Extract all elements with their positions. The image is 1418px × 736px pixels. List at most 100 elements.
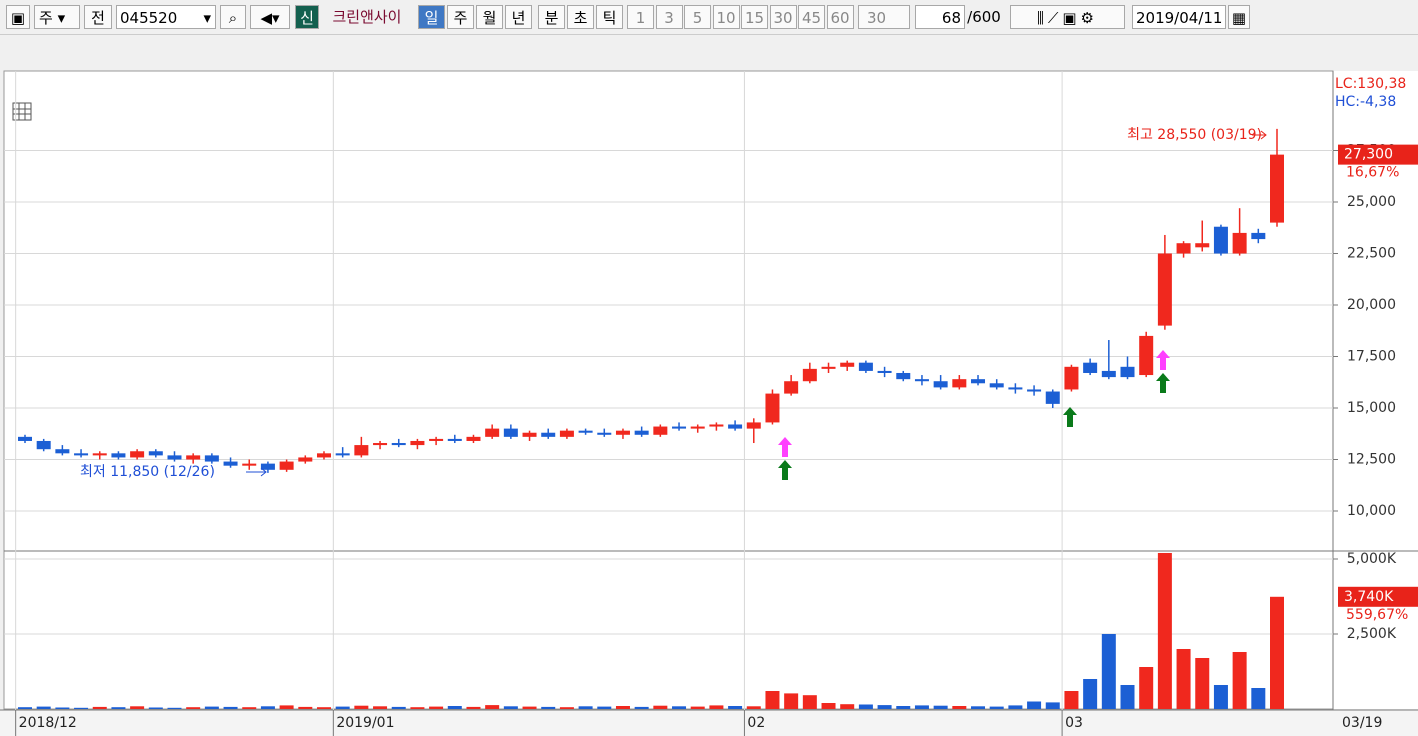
minute-button[interactable]: 5	[684, 5, 711, 29]
volume-bar	[1027, 701, 1042, 709]
volume-bar	[204, 706, 219, 709]
candle-body	[802, 368, 817, 382]
interval-select[interactable]: 30	[858, 5, 910, 29]
volume-bar	[971, 706, 986, 709]
low-arrow	[246, 467, 267, 477]
minute-button[interactable]: 10	[712, 5, 740, 29]
date-input[interactable]: 2019/04/11	[1132, 5, 1226, 29]
count-input[interactable]: 68	[915, 5, 965, 29]
minute-button[interactable]: 1	[627, 5, 654, 29]
period-button[interactable]: 일	[418, 5, 445, 29]
pink-arrow	[1156, 350, 1170, 370]
volume-bar	[578, 706, 593, 709]
candle-body	[130, 451, 145, 458]
table-icon[interactable]	[12, 102, 32, 121]
period-button[interactable]: 틱	[596, 5, 623, 29]
candle-body	[503, 428, 518, 437]
minute-button[interactable]: 45	[798, 5, 825, 29]
minute-button[interactable]: 60	[826, 5, 854, 29]
lc-label: LC:130,38	[1335, 76, 1406, 92]
volume-bar	[485, 705, 500, 709]
candle-body	[298, 457, 313, 462]
market-select[interactable]: 주 ▾	[34, 5, 80, 29]
y-tick-label: 17,500	[1347, 349, 1396, 365]
candle-body	[1101, 370, 1116, 378]
chart-icon[interactable]: ▣	[6, 5, 30, 29]
sound-button[interactable]: ◀▾	[250, 5, 290, 29]
candle-body	[373, 443, 388, 446]
volume-bar	[1139, 666, 1154, 709]
candle-body	[279, 461, 294, 470]
candle-body	[971, 379, 986, 384]
volume-bar	[18, 707, 32, 709]
market: 주	[39, 9, 53, 27]
volume-bar	[896, 705, 911, 709]
minute-button[interactable]: 3	[655, 5, 683, 29]
price-box	[1338, 144, 1418, 165]
volume-bar	[354, 705, 369, 709]
candle-body	[634, 430, 649, 435]
signal-arrows	[778, 350, 1170, 480]
green-arrow	[778, 460, 792, 480]
x-axis-area	[0, 710, 1418, 736]
tool-icons[interactable]: ⫼⟋▣⚙	[1010, 5, 1125, 29]
x-tick-label: 03	[1065, 715, 1083, 731]
candle-body	[447, 438, 462, 441]
x-tick-label: 2018/12	[19, 715, 77, 731]
code-input[interactable]: 045520 ▾	[116, 5, 216, 29]
volume-bar	[877, 705, 892, 709]
candle-body	[18, 436, 32, 441]
code: 045520	[120, 9, 178, 27]
period-button[interactable]: 주	[447, 5, 474, 29]
volume-bar	[672, 706, 687, 709]
candle-body	[728, 424, 743, 429]
volume-bar	[429, 706, 444, 709]
high-arrow	[1252, 130, 1267, 140]
volume-bar	[597, 706, 612, 709]
volume-bar	[186, 707, 201, 709]
volume-bar	[1213, 684, 1228, 709]
volume-bar	[952, 705, 967, 709]
candle-body	[354, 445, 369, 456]
volume-bar	[1195, 657, 1210, 709]
candle-body	[840, 362, 855, 367]
candle-body	[148, 451, 163, 456]
prev-button[interactable]: 전	[84, 5, 112, 29]
candle-body	[92, 453, 107, 456]
period-button[interactable]: 년	[505, 5, 532, 29]
y-tick-label: 25,000	[1347, 194, 1396, 210]
minute-button[interactable]: 30	[769, 5, 797, 29]
candle-body	[615, 430, 630, 435]
volume-bar	[634, 706, 649, 709]
count-max[interactable]: /600	[967, 8, 1001, 26]
x-tick-label: 2019/01	[336, 715, 394, 731]
volume-bar	[802, 695, 817, 709]
candle-body	[1064, 366, 1079, 390]
candle-body	[1270, 154, 1284, 223]
period-button[interactable]: 분	[538, 5, 565, 29]
candle-body	[223, 461, 238, 466]
volume-bar	[728, 705, 743, 709]
high-annotation: 최고 28,550 (03/19)	[1127, 127, 1262, 143]
volume-bar	[709, 705, 724, 709]
calendar-button[interactable]: ▦	[1228, 5, 1250, 29]
candle-body	[1083, 362, 1098, 373]
volume-bar	[242, 707, 257, 709]
volume-bar	[335, 706, 350, 709]
y-tick-label: 10,000	[1347, 503, 1396, 519]
candle-body	[933, 381, 948, 388]
low-annotation: 최저 11,850 (12/26)	[80, 464, 215, 480]
period-button[interactable]: 월	[476, 5, 503, 29]
volume-bar	[130, 706, 145, 709]
candle-body	[316, 453, 331, 458]
volume-bar	[1008, 705, 1023, 709]
candle-body	[765, 393, 780, 423]
candle-body	[578, 430, 593, 433]
cursor-date: 03/19	[1342, 715, 1382, 731]
search-button[interactable]: ⌕	[220, 5, 246, 29]
volume-bar	[74, 707, 89, 709]
period-button[interactable]: 초	[567, 5, 594, 29]
minute-button[interactable]: 15	[741, 5, 768, 29]
